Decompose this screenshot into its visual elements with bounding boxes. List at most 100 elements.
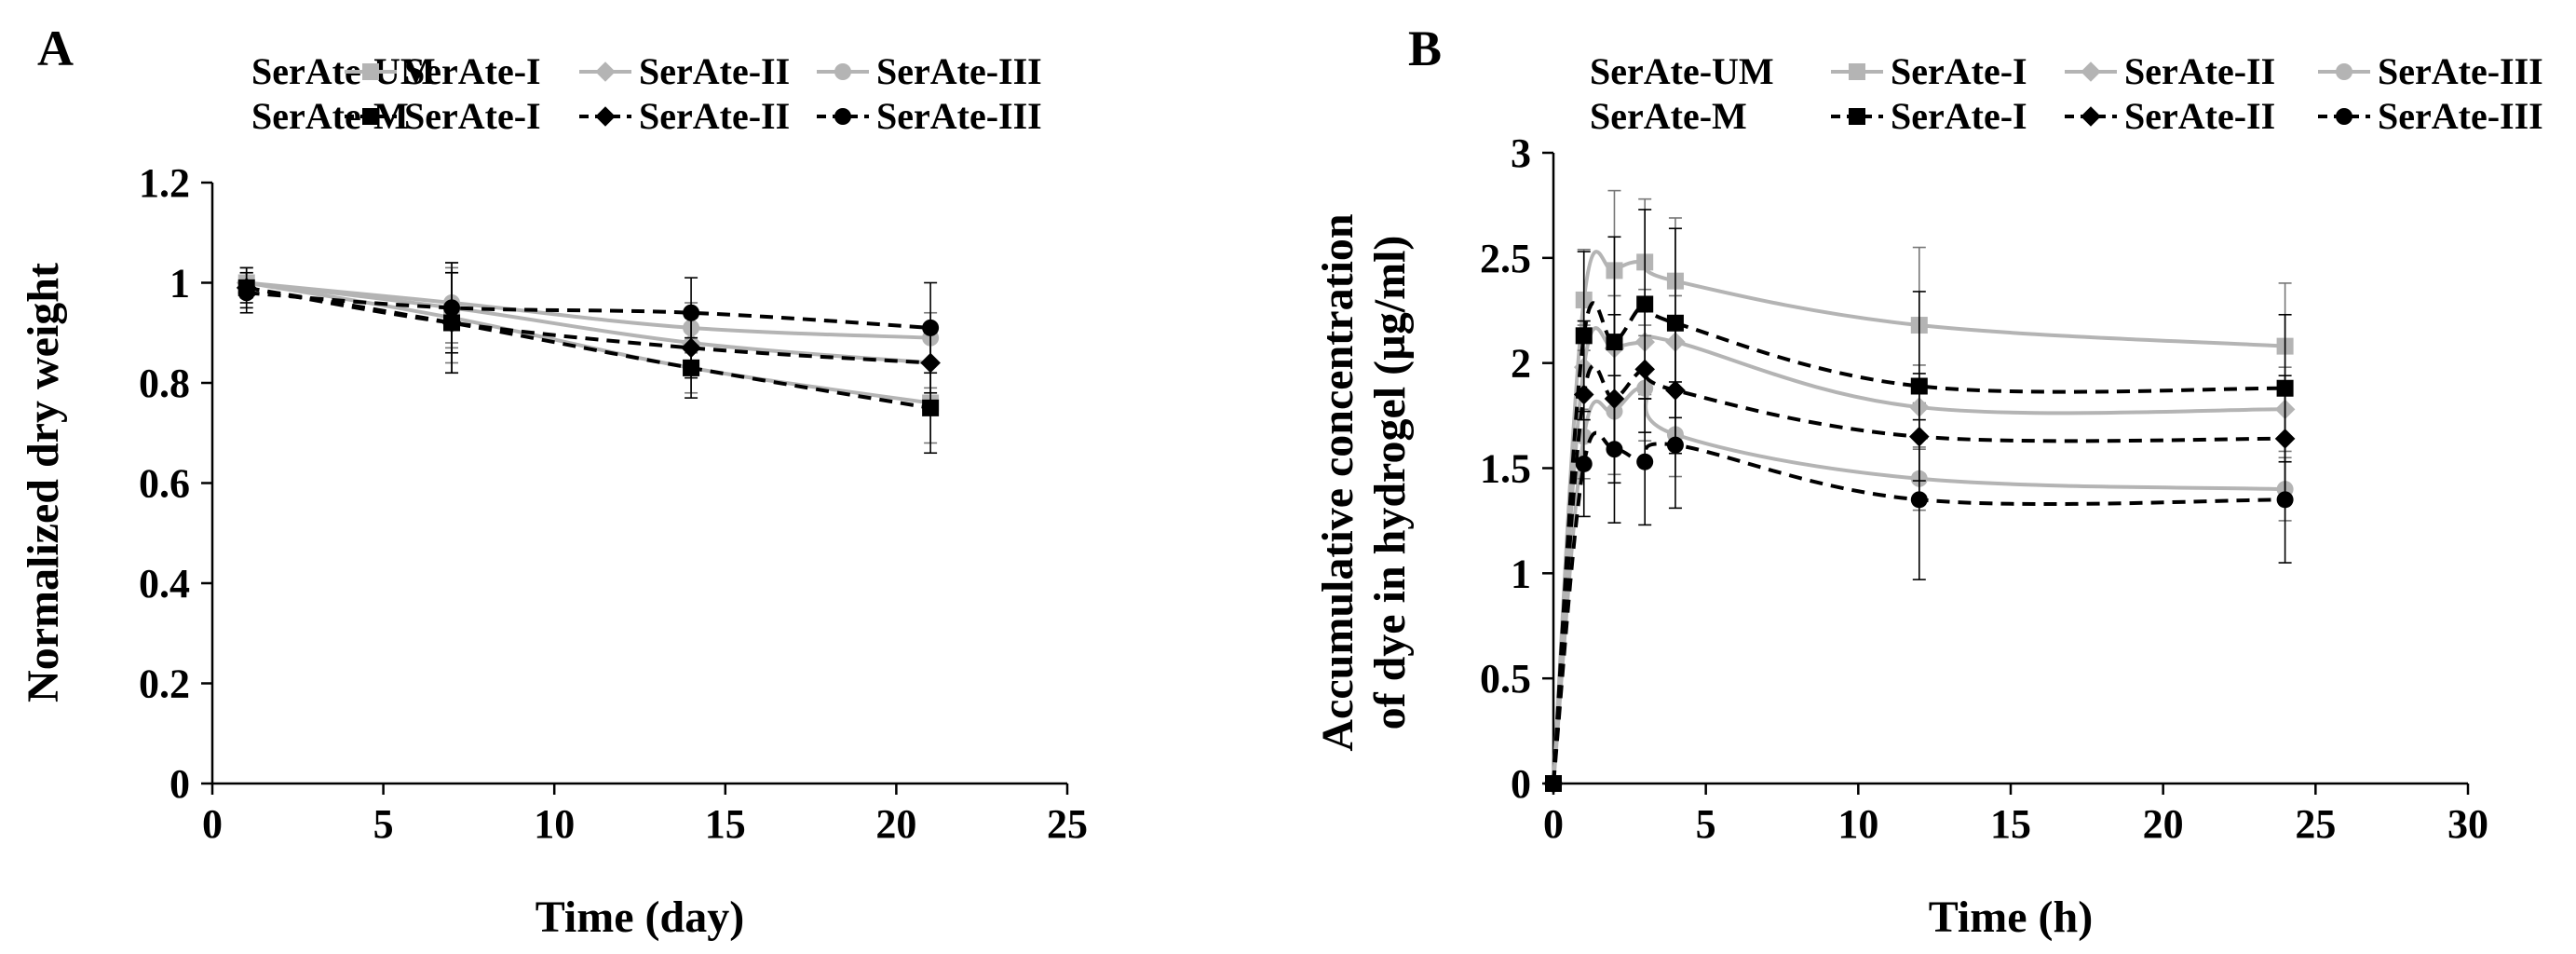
legend-marker (2336, 63, 2352, 80)
legend-marker (595, 61, 616, 82)
x-tick-label-a: 15 (705, 801, 746, 847)
y-tick-label-b: 0 (1511, 761, 1531, 807)
series-a-serate-m-serate-iii (237, 262, 940, 375)
legend-group-modified: SerAte-M (1590, 95, 1747, 137)
legend-marker (1849, 63, 1865, 80)
legend-marker (1849, 108, 1865, 125)
y-tick-label-a: 0.4 (139, 561, 190, 606)
legend-item-serate-m-serate-i: SerAte-I (1831, 95, 2027, 137)
series-line (246, 280, 931, 365)
legend-label: SerAte-III (876, 95, 1042, 137)
data-point (922, 319, 940, 336)
x-axis-label-b: Time (h) (1929, 893, 2093, 942)
series-line (246, 285, 931, 410)
legend-label: SerAte-II (639, 95, 790, 137)
data-point (1606, 441, 1623, 458)
legend-marker (2081, 106, 2101, 127)
y-axis-label-a: Normalized dry weight (19, 263, 68, 702)
x-axis-label-a: Time (day) (536, 893, 744, 942)
legend-group-unmodified: SerAte-UM (1590, 50, 1774, 92)
legend-marker (2336, 108, 2352, 125)
legend-item-serate-m-serate-i: SerAte-I (345, 95, 541, 137)
legend-item-serate-m-serate-iii: SerAte-III (2318, 95, 2543, 137)
x-tick-label-a: 5 (373, 801, 394, 847)
x-tick-label-a: 10 (534, 801, 575, 847)
legend-marker (834, 108, 851, 125)
y-tick-label-b: 2.5 (1480, 236, 1531, 281)
y-tick-label-b: 0.5 (1480, 656, 1531, 702)
legend-label: SerAte-III (876, 50, 1042, 92)
y-tick-label-b: 2 (1511, 341, 1531, 387)
legend-item-serate-um-serate-iii: SerAte-III (817, 50, 1042, 92)
legend-item-serate-um-serate-iii: SerAte-III (2318, 50, 2543, 92)
legend-item-serate-um-serate-ii: SerAte-II (579, 50, 790, 92)
legend-item-serate-m-serate-ii: SerAte-II (2065, 95, 2275, 137)
legend-marker (595, 106, 616, 127)
x-tick-label-b: 30 (2447, 801, 2488, 847)
y-tick-label-a: 0.8 (139, 361, 190, 406)
data-point (1634, 359, 1655, 380)
data-point (1910, 491, 1928, 509)
x-tick-label-b: 0 (1543, 801, 1564, 847)
x-tick-label-b: 10 (1837, 801, 1878, 847)
y-tick-label-b: 1.5 (1480, 446, 1531, 492)
panel-label-b: B (1408, 20, 1442, 76)
legend-item-serate-um-serate-ii: SerAte-II (2065, 50, 2275, 92)
y-tick-label-a: 0 (169, 761, 190, 807)
y-tick-label-a: 0.6 (139, 461, 190, 507)
x-tick-label-a: 25 (1047, 801, 1088, 847)
data-point (237, 284, 255, 302)
legend-label: SerAte-I (404, 50, 541, 92)
x-tick-label-b: 25 (2295, 801, 2336, 847)
data-point (2276, 491, 2294, 509)
data-point (1636, 453, 1654, 470)
series-b-serate-m-serate-iii (1545, 375, 2294, 792)
y-tick-label-b: 3 (1511, 130, 1531, 176)
legend-item-serate-um-serate-i: SerAte-I (345, 50, 541, 92)
data-point (1545, 775, 1562, 792)
data-point (683, 304, 700, 321)
series-line (1552, 363, 2285, 784)
legend-marker (2081, 61, 2101, 82)
legend-label: SerAte-III (2378, 95, 2543, 137)
data-point (1573, 384, 1594, 405)
legend-group-unmodified: SerAte-UM (251, 50, 436, 92)
y-tick-label-a: 1.2 (139, 160, 190, 206)
x-tick-label-b: 20 (2143, 801, 2184, 847)
series-line (246, 291, 931, 330)
y-axis-label-line1-b: Accumulative concentration (1313, 213, 1363, 751)
legend-label: SerAte-I (1891, 50, 2027, 92)
legend-label: SerAte-I (1891, 95, 2027, 137)
data-point (922, 399, 940, 416)
y-axis-label-line2-b: of dye in hydrogel (µg/ml) (1365, 236, 1415, 730)
legend-marker (362, 108, 379, 125)
legend-label: SerAte-II (2124, 50, 2275, 92)
x-tick-label-b: 15 (1990, 801, 2031, 847)
legend-label: SerAte-III (2378, 50, 2543, 92)
panel-label-a: A (37, 20, 74, 76)
y-tick-label-a: 1 (169, 261, 190, 307)
x-tick-label-a: 0 (202, 801, 223, 847)
legend-label: SerAte-I (404, 95, 541, 137)
chart-panel-a: A 0 0.2 0.4 0.6 0.8 1 1.2 0 5 10 15 20 25 Time (day) No… (19, 20, 1088, 942)
y-tick-label-b: 1 (1511, 551, 1531, 596)
data-point (1575, 455, 1593, 472)
series-a-serate-um-serate-ii (236, 266, 941, 389)
legend-marker (362, 63, 379, 80)
data-point (443, 299, 461, 317)
legend-item-serate-um-serate-i: SerAte-I (1831, 50, 2027, 92)
data-point (1636, 295, 1654, 313)
series-line (246, 280, 931, 405)
series-line (246, 280, 931, 340)
x-tick-label-b: 5 (1696, 801, 1716, 847)
legend-marker (834, 63, 851, 80)
series-line (1552, 430, 2285, 784)
series-line (246, 285, 931, 365)
y-tick-label-a: 0.2 (139, 661, 190, 707)
legend-item-serate-m-serate-iii: SerAte-III (817, 95, 1042, 137)
legend-label: SerAte-II (2124, 95, 2275, 137)
